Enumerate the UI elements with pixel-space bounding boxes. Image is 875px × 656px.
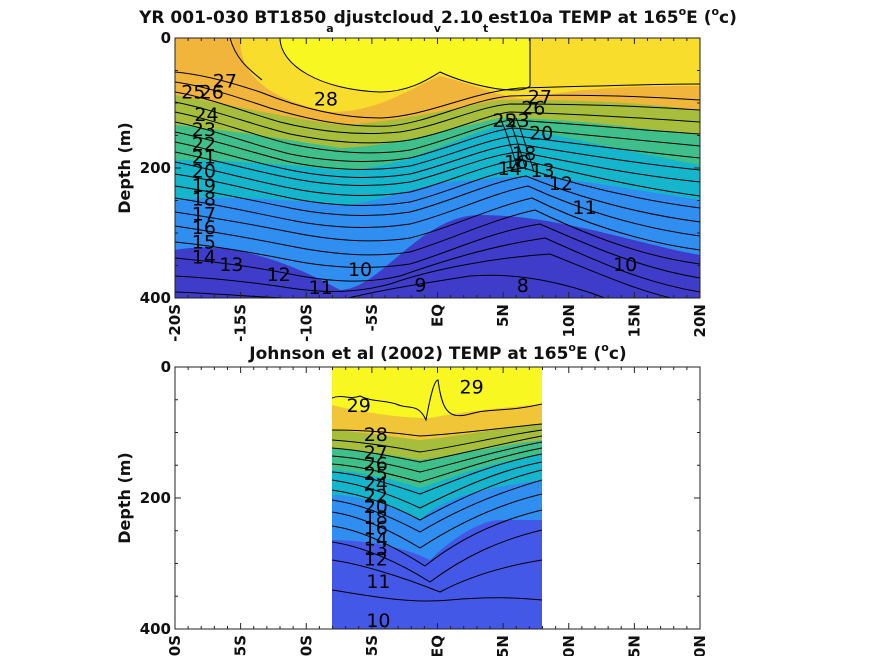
contour-label: 25: [492, 110, 516, 132]
contour-label: 12: [549, 173, 573, 195]
y-axis-label-model: Depth (m): [115, 122, 134, 214]
chart-title-model: YR 001-030 BT1850adjustcloudv2.10test10a…: [138, 5, 737, 35]
x-tick-label: 10N: [560, 635, 578, 656]
contour-label: 25: [181, 81, 205, 103]
y-tick-label: 400: [140, 289, 171, 307]
contour-lines-model: [175, 38, 700, 298]
contour-label: 16: [192, 217, 216, 239]
panel-observed: Johnson et al (2002) TEMP at 165oE (oc): [115, 341, 709, 656]
contour-label: 19: [192, 175, 216, 197]
y-axis-label-observed: Depth (m): [115, 452, 134, 544]
x-tick-label: 15N: [625, 304, 643, 337]
contour-label: 26: [521, 98, 545, 120]
field-band-29: [280, 38, 530, 92]
contour-label: 15: [192, 231, 216, 253]
contour-label: 9: [414, 274, 426, 296]
contour-label: 13: [364, 538, 388, 560]
contour-label: 29: [460, 377, 484, 399]
x-tick-label: -15S: [232, 304, 250, 342]
x-tick-label: -10S: [297, 304, 315, 342]
field-band-obs-29: [332, 367, 542, 418]
contour-label: 22: [364, 485, 388, 507]
contour-label: 8: [517, 275, 529, 297]
contour-label: 14: [498, 158, 522, 180]
contour-label: 12: [267, 264, 291, 286]
y-tick-label: 0: [161, 358, 171, 376]
x-tick-label: 20N: [691, 304, 709, 337]
contour-label: 28: [364, 424, 388, 446]
contour-label: 18: [364, 507, 388, 529]
panel-model: YR 001-030 BT1850adjustcloudv2.10test10a…: [115, 5, 737, 342]
x-tick-label: 5N: [494, 635, 512, 656]
chart-title-observed: Johnson et al (2002) TEMP at 165oE (oc): [248, 341, 626, 364]
contour-label: 18: [192, 189, 216, 211]
contour-label: 22: [192, 133, 216, 155]
x-tick-label: 10N: [560, 304, 578, 337]
contour-label: 13: [219, 254, 243, 276]
x-tick-label: -20S: [166, 635, 184, 656]
contour-label: 11: [572, 197, 596, 219]
contour-label: 26: [364, 453, 388, 475]
contour-label: 27: [528, 87, 552, 109]
ticks-model: -20S -15S -10S -5S EQ 5N 10N 15N 20N 0 200 400: [140, 29, 709, 342]
contour-label: 27: [213, 70, 237, 92]
x-tick-label: -10S: [297, 635, 315, 656]
contour-label: 11: [309, 277, 333, 299]
contour-label: 23: [505, 110, 529, 132]
contour-label: 10: [366, 610, 390, 632]
y-tick-label: 400: [140, 620, 171, 638]
x-tick-label: -15S: [232, 635, 250, 656]
y-tick-label: 200: [140, 489, 171, 507]
x-tick-label: 15N: [625, 635, 643, 656]
x-tick-label: -20S: [166, 304, 184, 342]
x-tick-label: 20N: [691, 635, 709, 656]
heatmap-observed: [332, 367, 542, 629]
contour-label: 12: [364, 548, 388, 570]
contour-label: 23: [192, 119, 216, 141]
contour-label: 27: [364, 442, 388, 464]
contour-label: 10: [613, 254, 637, 276]
contour-label: 25: [364, 463, 388, 485]
contour-label: 28: [314, 88, 338, 110]
contour-label: 14: [192, 246, 216, 268]
contour-label: 21: [192, 146, 216, 168]
contour-label: 20: [192, 161, 216, 183]
contour-label: 11: [366, 571, 390, 593]
contour-lines-observed: [332, 379, 542, 602]
contour-label: 16: [364, 517, 388, 539]
y-tick-label: 0: [161, 29, 171, 47]
x-tick-label: -5S: [363, 304, 381, 331]
contour-label: 29: [347, 395, 371, 417]
contour-label: 10: [348, 259, 372, 281]
x-tick-label: 5N: [494, 304, 512, 327]
contour-label: 26: [200, 81, 224, 103]
contour-label: 20: [529, 122, 553, 144]
contour-label: 24: [364, 473, 388, 495]
ticks-observed: -20S -15S -10S -5S EQ 5N 10N 15N 20N 0 200 400: [140, 358, 709, 656]
contour-label: 17: [192, 204, 216, 226]
contour-label: 20: [364, 496, 388, 518]
contour-label: 24: [194, 104, 218, 126]
contour-label: 16: [504, 152, 528, 174]
x-tick-label: -5S: [363, 635, 381, 656]
contour-label: 18: [512, 143, 536, 165]
x-tick-label: EQ: [429, 635, 447, 656]
contour-label: 13: [530, 160, 554, 182]
contour-label: 14: [364, 529, 388, 551]
y-tick-label: 200: [140, 159, 171, 177]
x-tick-label: EQ: [429, 304, 447, 327]
